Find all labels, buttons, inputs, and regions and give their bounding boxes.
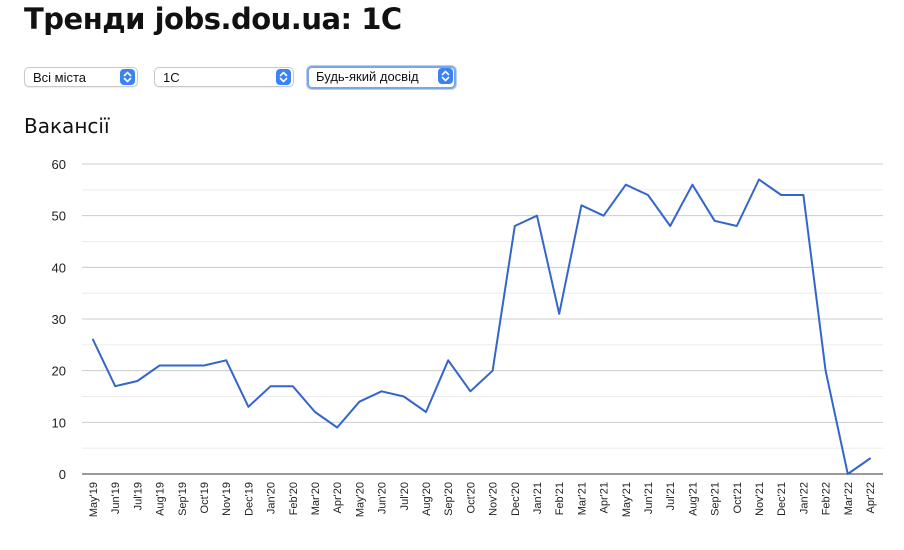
city-select[interactable]: Всі міста bbox=[24, 67, 138, 87]
data-point bbox=[225, 359, 227, 361]
section-title: Вакансії bbox=[24, 114, 110, 138]
data-point bbox=[669, 225, 671, 227]
x-tick-label: Dec'21 bbox=[776, 482, 788, 516]
data-point bbox=[403, 395, 405, 397]
data-point bbox=[736, 225, 738, 227]
x-tick-label: Feb'22 bbox=[821, 482, 833, 515]
city-select-value: Всі міста bbox=[33, 70, 87, 85]
x-tick-label: Mar'21 bbox=[576, 482, 588, 515]
y-tick-label: 60 bbox=[52, 157, 66, 172]
data-point bbox=[425, 411, 427, 413]
data-point bbox=[514, 225, 516, 227]
data-point bbox=[602, 214, 604, 216]
data-point bbox=[824, 369, 826, 371]
data-point bbox=[380, 390, 382, 392]
x-tick-label: Oct'21 bbox=[732, 482, 744, 513]
data-point bbox=[314, 411, 316, 413]
x-tick-label: Feb'21 bbox=[554, 482, 566, 515]
category-select-value: 1C bbox=[163, 70, 180, 85]
x-tick-label: Oct'19 bbox=[199, 482, 211, 513]
experience-select-value: Будь-який досвід bbox=[316, 69, 419, 84]
y-tick-label: 30 bbox=[52, 312, 66, 327]
data-point bbox=[181, 364, 183, 366]
data-point bbox=[625, 183, 627, 185]
x-tick-label: May'21 bbox=[621, 482, 633, 517]
x-tick-label: Jun'21 bbox=[643, 482, 655, 514]
x-tick-label: May'20 bbox=[354, 482, 366, 517]
data-point bbox=[802, 194, 804, 196]
data-point bbox=[136, 380, 138, 382]
vacancies-line-chart: 0 10 20 30 40 50 60 May'19 Jun'19 Jul'19 Aug'19 Sep… bbox=[52, 157, 883, 517]
chevron-updown-icon bbox=[276, 69, 291, 85]
data-point bbox=[92, 338, 94, 340]
x-tick-label: May'19 bbox=[88, 482, 100, 517]
data-point bbox=[269, 385, 271, 387]
data-point bbox=[869, 457, 871, 459]
x-tick-label: Jun'19 bbox=[110, 482, 122, 514]
x-tick-label: Jul'19 bbox=[132, 482, 144, 510]
data-point bbox=[558, 313, 560, 315]
page-title: Тренди jobs.dou.ua: 1C bbox=[24, 2, 402, 36]
x-tick-label: Jul'21 bbox=[665, 482, 677, 510]
x-tick-label: Aug'21 bbox=[687, 482, 699, 516]
x-tick-label: Feb'20 bbox=[288, 482, 300, 515]
data-point bbox=[114, 385, 116, 387]
x-tick-label: Jan'22 bbox=[798, 482, 810, 514]
data-point bbox=[580, 204, 582, 206]
data-point bbox=[247, 406, 249, 408]
y-tick-label: 40 bbox=[52, 260, 66, 275]
y-tick-label: 10 bbox=[52, 415, 66, 430]
x-tick-label: Jul'20 bbox=[399, 482, 411, 510]
data-point bbox=[203, 364, 205, 366]
x-tick-label: Mar'20 bbox=[310, 482, 322, 515]
data-point bbox=[292, 385, 294, 387]
data-point bbox=[691, 183, 693, 185]
x-tick-label: Nov'20 bbox=[488, 482, 500, 516]
x-tick-label: Oct'20 bbox=[465, 482, 477, 513]
x-tick-label: Jun'20 bbox=[377, 482, 389, 514]
x-tick-label: Jan'21 bbox=[532, 482, 544, 514]
x-tick-label: Dec'20 bbox=[510, 482, 522, 516]
category-select[interactable]: 1C bbox=[154, 67, 294, 87]
y-tick-label: 20 bbox=[52, 364, 66, 379]
x-tick-label: Jan'20 bbox=[266, 482, 278, 514]
data-point bbox=[647, 194, 649, 196]
x-tick-label: Aug'19 bbox=[155, 482, 167, 516]
data-point bbox=[358, 400, 360, 402]
y-tick-label: 0 bbox=[59, 467, 66, 482]
data-point bbox=[491, 369, 493, 371]
chevron-updown-icon bbox=[120, 69, 135, 85]
data-point bbox=[447, 359, 449, 361]
data-point bbox=[158, 364, 160, 366]
data-point bbox=[469, 390, 471, 392]
experience-select[interactable]: Будь-який досвід bbox=[307, 66, 456, 89]
data-point bbox=[336, 426, 338, 428]
series-line bbox=[92, 178, 871, 475]
x-tick-label: Nov'21 bbox=[754, 482, 766, 516]
data-point bbox=[713, 220, 715, 222]
x-tick-label: Aug'20 bbox=[421, 482, 433, 516]
y-tick-label: 50 bbox=[52, 209, 66, 224]
data-point bbox=[847, 473, 849, 475]
x-tick-label: Dec'19 bbox=[243, 482, 255, 516]
x-tick-label: Sep'20 bbox=[443, 482, 455, 516]
data-point bbox=[536, 214, 538, 216]
x-tick-label: Sep'19 bbox=[177, 482, 189, 516]
data-point bbox=[780, 194, 782, 196]
data-point bbox=[758, 178, 760, 180]
x-tick-label: Mar'22 bbox=[843, 482, 855, 515]
x-tick-label: Sep'21 bbox=[710, 482, 722, 516]
x-tick-label: Apr'22 bbox=[865, 482, 877, 513]
chevron-updown-icon bbox=[438, 68, 453, 84]
x-tick-label: Apr'21 bbox=[599, 482, 611, 513]
x-tick-label: Apr'20 bbox=[332, 482, 344, 513]
x-tick-label: Nov'19 bbox=[221, 482, 233, 516]
